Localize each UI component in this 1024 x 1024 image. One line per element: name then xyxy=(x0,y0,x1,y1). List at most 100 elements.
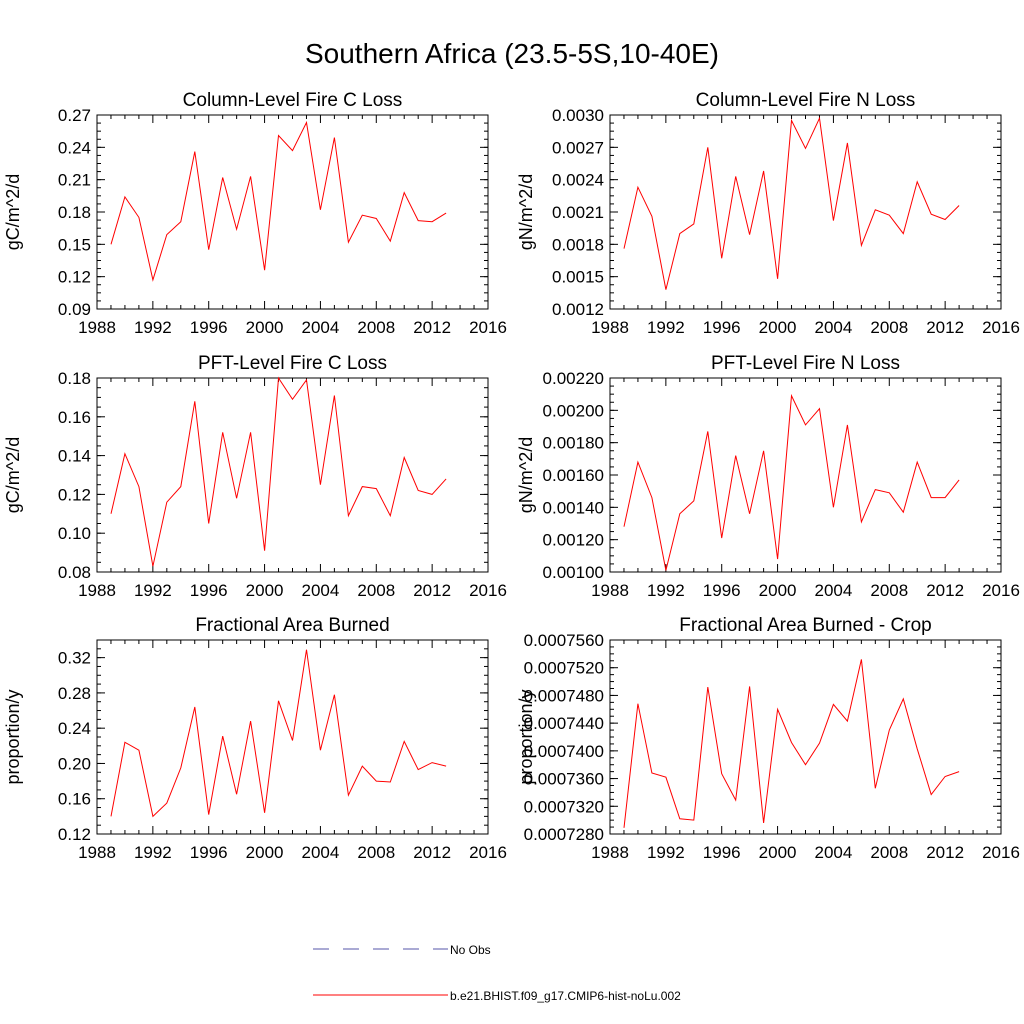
series-line xyxy=(623,659,960,828)
x-tick-label: 2000 xyxy=(759,843,797,862)
x-tick-label: 2012 xyxy=(926,318,964,337)
x-tick-label: 1992 xyxy=(647,318,685,337)
x-tick-label: 1988 xyxy=(591,581,629,600)
x-tick-label: 2000 xyxy=(759,581,797,600)
x-tick-label: 1992 xyxy=(647,581,685,600)
y-tick-label: 0.09 xyxy=(58,300,91,319)
x-tick-label: 2012 xyxy=(413,843,451,862)
y-tick-label: 0.24 xyxy=(58,719,91,738)
series-line xyxy=(110,376,447,567)
x-tick-label: 2012 xyxy=(413,318,451,337)
y-tick-label: 0.0007440 xyxy=(524,714,604,733)
panel-title: PFT-Level Fire C Loss xyxy=(198,353,387,374)
x-tick-label: 1992 xyxy=(134,318,172,337)
x-tick-label: 2008 xyxy=(870,843,908,862)
x-tick-label: 2004 xyxy=(815,581,853,600)
y-tick-label: 0.0007320 xyxy=(524,797,604,816)
y-tick-label: 0.14 xyxy=(58,447,91,466)
panel-3: PFT-Level Fire C Loss 1988 1992 1996 2000 200… xyxy=(3,353,507,600)
y-tick-label: 0.0007520 xyxy=(524,659,604,678)
x-tick-label: 1992 xyxy=(647,843,685,862)
panel-2: Column-Level Fire N Loss 1988 1992 1996 2000… xyxy=(516,90,1020,337)
panel-5: Fractional Area Burned 1988 1992 1996 2000 20… xyxy=(3,615,507,862)
y-tick-label: 0.0030 xyxy=(552,106,604,125)
x-tick-label: 2012 xyxy=(926,581,964,600)
y-tick-label: 0.21 xyxy=(58,171,91,190)
panel-title: Fractional Area Burned xyxy=(195,615,389,636)
y-tick-label: 0.0007560 xyxy=(524,631,604,650)
legend-obs-label: No Obs xyxy=(450,943,491,957)
y-tick-label: 0.0024 xyxy=(552,171,604,190)
y-tick-label: 0.24 xyxy=(58,138,91,157)
x-tick-label: 1992 xyxy=(134,843,172,862)
x-tick-label: 2004 xyxy=(815,843,853,862)
y-tick-label: 0.0027 xyxy=(552,138,604,157)
panel-title: PFT-Level Fire N Loss xyxy=(711,353,900,374)
series-line xyxy=(623,393,960,571)
plot-frame xyxy=(609,639,1002,835)
x-tick-label: 2016 xyxy=(982,318,1020,337)
plot-frame xyxy=(96,114,489,310)
y-axis-label: gN/m^2/d xyxy=(516,437,536,513)
panel-title: Column-Level Fire N Loss xyxy=(696,90,916,111)
x-tick-label: 2004 xyxy=(302,318,340,337)
x-tick-label: 2000 xyxy=(246,318,284,337)
plot-frame xyxy=(609,377,1002,573)
x-tick-label: 2004 xyxy=(302,843,340,862)
x-tick-label: 2016 xyxy=(982,843,1020,862)
y-tick-label: 0.28 xyxy=(58,684,91,703)
x-tick-label: 1988 xyxy=(78,843,116,862)
y-tick-label: 0.00160 xyxy=(543,466,604,485)
x-tick-label: 2000 xyxy=(759,318,797,337)
x-tick-label: 1988 xyxy=(78,581,116,600)
y-tick-label: 0.12 xyxy=(58,825,91,844)
x-tick-label: 1996 xyxy=(190,843,228,862)
series-line xyxy=(623,116,960,290)
plot-frame xyxy=(96,377,489,573)
x-tick-label: 1996 xyxy=(703,581,741,600)
series-line xyxy=(110,649,447,818)
x-tick-label: 2004 xyxy=(815,318,853,337)
y-axis-label: proportion/y xyxy=(516,689,536,784)
y-axis-label: gN/m^2/d xyxy=(516,174,536,250)
y-tick-label: 0.32 xyxy=(58,649,91,668)
y-tick-label: 0.0007280 xyxy=(524,825,604,844)
legend-model-label: b.e21.BHIST.f09_g17.CMIP6-hist-noLu.002 xyxy=(450,989,681,1003)
x-tick-label: 2016 xyxy=(469,318,507,337)
y-tick-label: 0.00180 xyxy=(543,434,604,453)
y-tick-label: 0.12 xyxy=(58,268,91,287)
x-tick-label: 2000 xyxy=(246,581,284,600)
x-tick-label: 2008 xyxy=(870,318,908,337)
y-tick-label: 0.15 xyxy=(58,235,91,254)
y-tick-label: 0.00100 xyxy=(543,563,604,582)
x-tick-label: 1996 xyxy=(703,843,741,862)
y-tick-label: 0.20 xyxy=(58,754,91,773)
panel-6: Fractional Area Burned - Crop 1988 1992 199… xyxy=(516,615,1020,862)
x-tick-label: 2000 xyxy=(246,843,284,862)
y-axis-label: proportion/y xyxy=(3,689,23,784)
x-tick-label: 2012 xyxy=(413,581,451,600)
x-tick-label: 2016 xyxy=(982,581,1020,600)
y-tick-label: 0.0007360 xyxy=(524,770,604,789)
x-tick-label: 1988 xyxy=(591,843,629,862)
y-tick-label: 0.12 xyxy=(58,485,91,504)
y-tick-label: 0.16 xyxy=(58,790,91,809)
panel-4: PFT-Level Fire N Loss 1988 1992 1996 2000 200… xyxy=(516,353,1020,600)
y-tick-label: 0.00120 xyxy=(543,531,604,550)
x-tick-label: 2008 xyxy=(357,318,395,337)
x-tick-label: 1996 xyxy=(703,318,741,337)
y-tick-label: 0.16 xyxy=(58,408,91,427)
y-axis-label: gC/m^2/d xyxy=(3,437,23,513)
x-tick-label: 2016 xyxy=(469,581,507,600)
y-tick-label: 0.00200 xyxy=(543,401,604,420)
y-tick-label: 0.18 xyxy=(58,203,91,222)
y-tick-label: 0.10 xyxy=(58,524,91,543)
y-axis-label: gC/m^2/d xyxy=(3,174,23,250)
y-tick-label: 0.0007400 xyxy=(524,742,604,761)
y-tick-label: 0.0007480 xyxy=(524,686,604,705)
x-tick-label: 2016 xyxy=(469,843,507,862)
x-tick-label: 2008 xyxy=(357,581,395,600)
y-tick-label: 0.18 xyxy=(58,369,91,388)
